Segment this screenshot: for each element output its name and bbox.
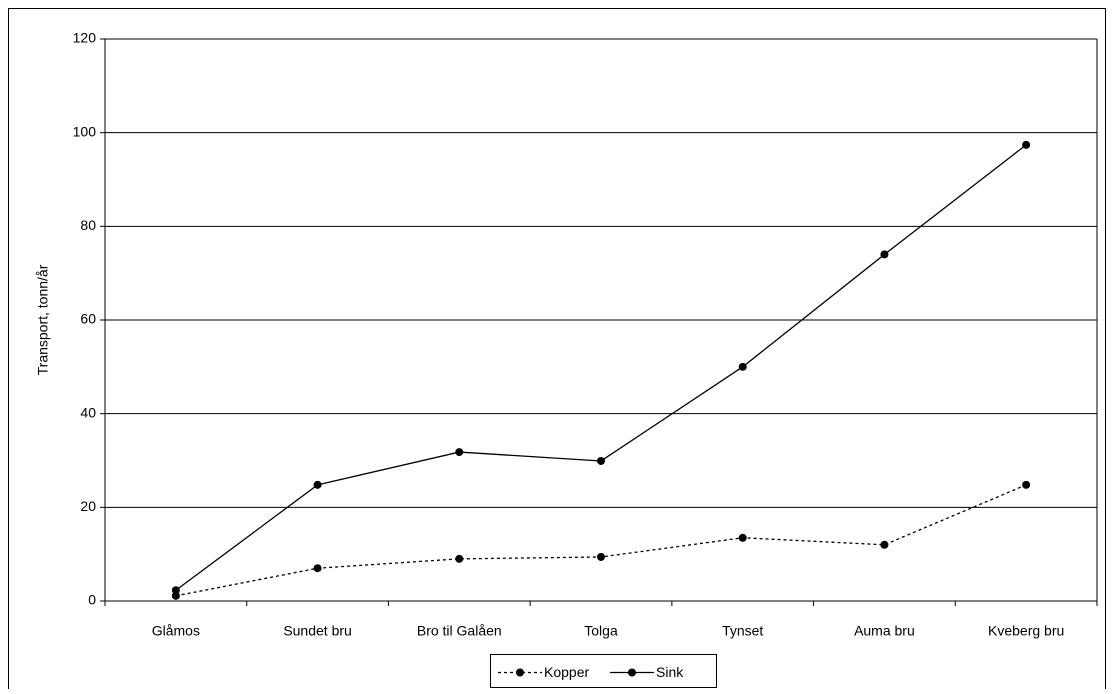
series-line [175, 144, 1027, 591]
point [1022, 480, 1031, 489]
point [738, 362, 747, 371]
legend-marker [628, 668, 636, 677]
legend-box [490, 654, 717, 688]
point [738, 533, 747, 542]
y-tick-label: 40 [80, 404, 96, 420]
x-tick-label: Glåmos [152, 623, 200, 639]
chart-frame [8, 8, 1106, 694]
x-tick-label: Kveberg bru [988, 623, 1064, 639]
x-tick-label: Bro til Galåen [417, 623, 502, 639]
point [880, 250, 889, 259]
point [455, 448, 464, 457]
legend-label: Sink [656, 664, 684, 680]
y-tick-label: 0 [88, 592, 96, 608]
point [171, 586, 180, 595]
y-tick-label: 100 [73, 123, 97, 139]
legend-marker [516, 668, 524, 677]
point [313, 564, 322, 573]
point [597, 552, 605, 561]
y-tick-label: 20 [80, 498, 96, 514]
x-tick-label: Sundet bru [283, 623, 352, 639]
point [597, 456, 605, 465]
x-tick-label: Auma bru [854, 623, 915, 639]
point [171, 591, 180, 600]
y-tick-label: 120 [73, 30, 97, 46]
point [455, 554, 464, 563]
y-tick-label: 60 [80, 311, 96, 327]
point [880, 540, 889, 549]
x-tick-label: Tolga [584, 623, 618, 639]
point [1022, 140, 1031, 149]
legend-label: Kopper [544, 664, 589, 680]
series-line [175, 484, 1027, 597]
point [313, 480, 322, 489]
y-tick-label: 80 [80, 217, 96, 233]
y-axis-label: Transport, tonn/år [35, 264, 51, 375]
x-tick-label: Tynset [722, 623, 763, 639]
